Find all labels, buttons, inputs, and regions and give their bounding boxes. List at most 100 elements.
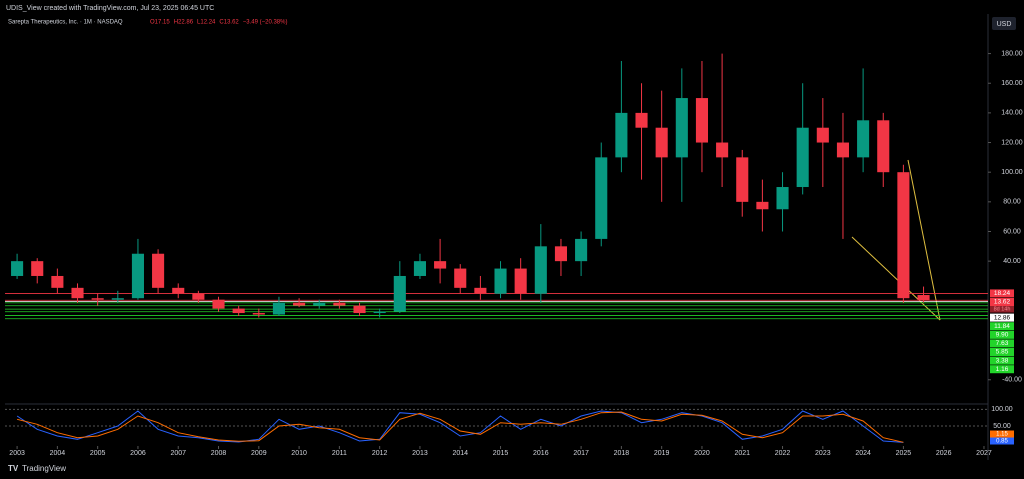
level-tag	[990, 289, 1014, 298]
candle-body	[514, 268, 527, 294]
x-tick-label: 2018	[614, 450, 630, 457]
x-tick-label: 2017	[573, 450, 589, 457]
brand: TradingView	[22, 464, 66, 473]
x-tick-label: 2019	[654, 450, 670, 457]
candle-body	[575, 238, 588, 262]
osc-value-label: 0.85	[996, 439, 1008, 445]
caption: UDIS_View created with TradingView.com, …	[6, 5, 214, 12]
candle-body	[71, 287, 84, 299]
x-tick-label: 2024	[855, 450, 871, 457]
level-tag	[990, 298, 1014, 307]
candle-body	[373, 311, 386, 314]
y-tick-label: 40.00	[1003, 258, 1021, 265]
x-tick-label: 2015	[493, 450, 509, 457]
x-tick-label: 2023	[815, 450, 831, 457]
candle-body	[736, 157, 749, 202]
y-tick-label: -40.00	[1002, 377, 1022, 384]
candle-body	[272, 302, 285, 315]
candle-body	[595, 157, 608, 239]
candle-body	[836, 142, 850, 158]
ohlc-value: O17.15	[150, 20, 170, 26]
x-tick-label: 2009	[251, 450, 267, 457]
candle-body	[434, 261, 447, 269]
trend-line	[851, 236, 941, 321]
level-label: 12.86	[994, 314, 1011, 321]
x-tick-label: 2013	[412, 450, 428, 457]
x-tick-label: 2020	[694, 450, 710, 457]
candle-body	[11, 261, 24, 276]
chart-title: Sarepta Therapeutics, Inc. · 1M · NASDAQ	[8, 20, 123, 26]
candle-body	[474, 287, 487, 294]
level-label: 11.84	[994, 323, 1010, 330]
candle-body	[152, 253, 165, 288]
candle-body	[313, 302, 326, 306]
candle-body	[31, 261, 44, 276]
x-tick-label: 2003	[9, 450, 25, 457]
candle-body	[897, 172, 910, 299]
y-tick-label: 60.00	[1003, 228, 1021, 235]
candle-body	[353, 305, 366, 314]
candle-body	[393, 275, 406, 312]
x-tick-label: 2006	[130, 450, 146, 457]
level-label: 3.38	[996, 357, 1009, 364]
currency-button[interactable]	[992, 17, 1016, 30]
ohlc-value: H22.86	[174, 20, 194, 26]
candle-body	[675, 98, 688, 158]
osc-tag	[990, 430, 1014, 438]
x-tick-label: 2010	[291, 450, 307, 457]
x-tick-label: 2022	[775, 450, 791, 457]
candle-body	[796, 127, 809, 188]
candle-body	[252, 313, 265, 315]
x-tick-label: 2005	[90, 450, 106, 457]
candle-body	[695, 98, 709, 143]
candle-body	[857, 120, 870, 158]
countdown-bg	[990, 305, 1014, 313]
ohlc-value: −3.49 (−20.38%)	[243, 20, 288, 26]
y-tick-label: 160.00	[1001, 80, 1023, 87]
candle-body	[494, 268, 507, 294]
level-tag	[990, 339, 1014, 348]
candle-body	[91, 298, 104, 300]
candle-body	[635, 112, 648, 128]
x-tick-label: 2008	[211, 450, 227, 457]
x-tick-label: 2012	[372, 450, 388, 457]
osc-line	[16, 411, 904, 443]
x-tick-label: 2025	[896, 450, 912, 457]
ohlc-value: C13.62	[219, 20, 239, 26]
level-tag	[990, 313, 1014, 322]
candle-body	[51, 275, 64, 288]
level-label: 13.62	[994, 299, 1011, 306]
level-tag	[990, 348, 1014, 357]
level-label: 7.63	[996, 340, 1009, 347]
x-tick-label: 2004	[50, 450, 66, 457]
candle-body	[413, 261, 426, 276]
level-label: 5.85	[996, 349, 1009, 356]
x-tick-label: 2026	[936, 450, 952, 457]
osc-line	[16, 410, 904, 443]
x-tick-label: 2016	[533, 450, 549, 457]
osc-tag	[990, 437, 1014, 445]
candle-body	[554, 246, 568, 262]
y-tick-label: 80.00	[1003, 199, 1021, 206]
y-tick-label: 120.00	[1001, 139, 1023, 146]
osc-value-label: 1.15	[996, 432, 1008, 438]
x-tick-label: 2021	[734, 450, 750, 457]
candle-body	[333, 302, 346, 306]
y-tick-label: 140.00	[1001, 110, 1023, 117]
currency[interactable]: USD	[997, 21, 1012, 28]
candle-body	[776, 187, 789, 210]
candle-body	[293, 302, 306, 306]
candle-body	[534, 246, 547, 294]
level-tag	[990, 330, 1014, 339]
y-tick-label: 180.00	[1001, 50, 1023, 57]
candle-body	[615, 112, 628, 158]
ohlc-value: L12.24	[197, 20, 216, 26]
osc-tick-label: 50.00	[993, 423, 1011, 430]
brand-logo: TV	[8, 464, 19, 473]
x-tick-label: 2014	[452, 450, 468, 457]
candle-body	[816, 127, 829, 143]
candle-body	[655, 127, 668, 158]
candle-body	[172, 287, 185, 294]
level-label: 9.90	[996, 332, 1009, 339]
